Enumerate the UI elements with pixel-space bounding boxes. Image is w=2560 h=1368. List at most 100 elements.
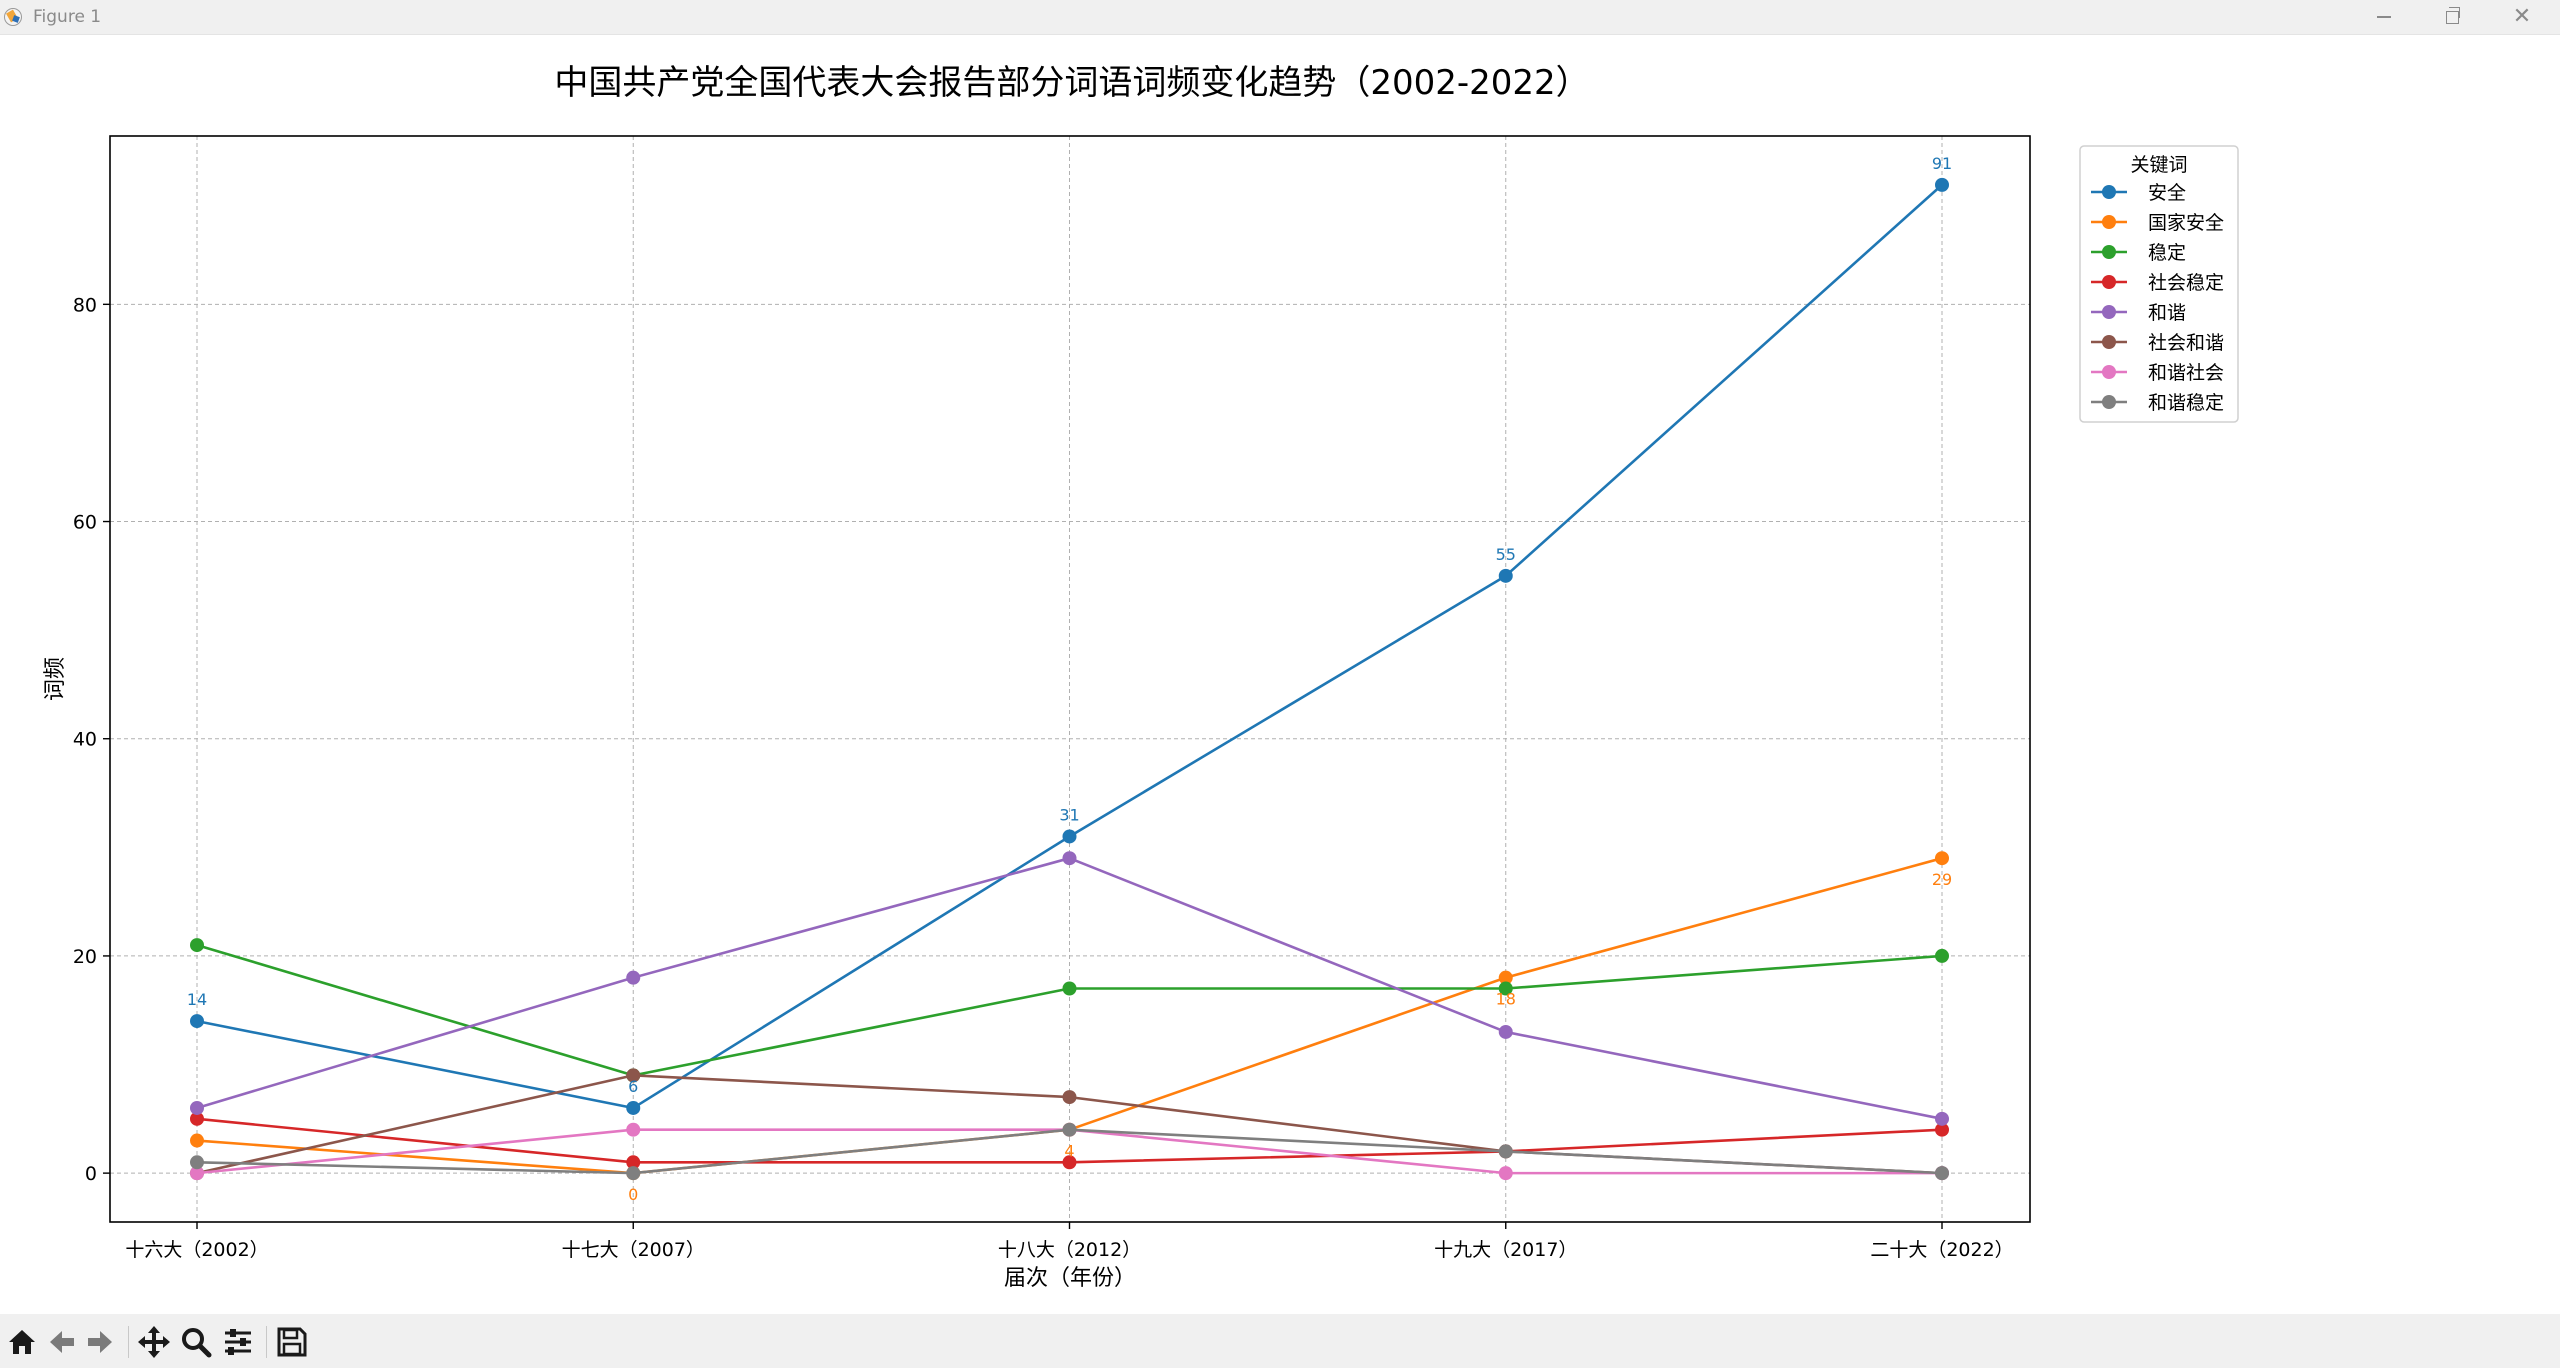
close-icon: ✕ [2512, 4, 2532, 29]
data-point [190, 1133, 204, 1148]
data-point [1498, 981, 1513, 996]
x-axis-label: 届次（年份） [1004, 1266, 1136, 1291]
y-axis-label: 词频 [43, 657, 68, 701]
close-button[interactable]: ✕ [2490, 0, 2554, 34]
legend-label: 和谐稳定 [2148, 392, 2224, 414]
maximize-button[interactable] [2420, 0, 2484, 34]
y-tick-label: 60 [73, 512, 97, 534]
chart-title: 中国共产党全国代表大会报告部分词语词频变化趋势（2002-2022） [554, 63, 1589, 103]
legend-entry: 安全 [2091, 182, 2186, 204]
data-point [1935, 851, 1949, 866]
line-chart: 中国共产党全国代表大会报告部分词语词频变化趋势（2002-2022） 14 6 31… [43, 63, 2239, 1291]
data-point [1935, 1111, 1949, 1126]
data-point [190, 1014, 204, 1029]
data-label: 29 [1932, 870, 1952, 889]
back-button[interactable] [44, 1324, 80, 1360]
data-label: 4 [1064, 1142, 1074, 1161]
data-label: 31 [1059, 805, 1079, 824]
legend-title: 关键词 [2130, 154, 2187, 176]
navigation-toolbar [0, 1314, 2560, 1368]
window-titlebar: Figure 1 ✕ [0, 0, 2560, 35]
zoom-button[interactable] [178, 1324, 214, 1360]
legend-entry: 和谐 [2091, 302, 2186, 324]
legend-entry: 社会稳定 [2091, 272, 2224, 294]
data-label: 55 [1496, 545, 1516, 564]
data-point [626, 1155, 641, 1170]
home-button[interactable] [4, 1324, 40, 1360]
legend-label: 和谐 [2148, 302, 2186, 324]
data-label: 18 [1496, 990, 1516, 1009]
x-axis: 十六大（2002） 十七大（2007） 十八大（2012） 十九大（2017） 二十大（… [125, 1222, 2014, 1261]
floppy-disk-icon [277, 1327, 307, 1357]
data-point [1062, 1122, 1077, 1137]
legend-label: 稳定 [2148, 242, 2186, 264]
data-point [1062, 981, 1077, 996]
sliders-icon [225, 1329, 251, 1355]
minimize-icon [2377, 16, 2391, 18]
x-tick-label: 二十大（2022） [1870, 1239, 2013, 1261]
legend-entry: 国家安全 [2091, 212, 2224, 234]
legend-swatch-marker [2102, 395, 2116, 409]
legend-entry: 和谐社会 [2091, 362, 2224, 384]
legend-entry: 社会和谐 [2091, 332, 2224, 354]
legend-swatch-marker [2102, 215, 2116, 229]
y-tick-label: 0 [85, 1163, 97, 1185]
y-axis: 0 20 40 60 80 [73, 294, 110, 1185]
matplotlib-icon [4, 8, 22, 26]
home-icon [9, 1330, 35, 1354]
legend-entry: 和谐稳定 [2091, 392, 2224, 414]
data-point [626, 1100, 641, 1115]
legend-label: 国家安全 [2148, 212, 2224, 234]
data-point [1062, 829, 1077, 844]
data-label: 14 [187, 990, 207, 1009]
x-tick-label: 十六大（2002） [125, 1239, 268, 1261]
toolbar-separator [266, 1326, 267, 1358]
arrow-left-icon [50, 1331, 74, 1353]
data-labels: 14 6 31 55 91 0 4 18 29 [187, 154, 1952, 1204]
pan-button[interactable] [136, 1324, 172, 1360]
data-point [1062, 851, 1077, 866]
data-point [1062, 1155, 1077, 1170]
data-point [1935, 948, 1949, 963]
legend-swatch-marker [2102, 305, 2116, 319]
data-point [190, 1111, 204, 1126]
legend-entry: 稳定 [2091, 242, 2186, 264]
x-tick-label: 十七大（2007） [562, 1239, 705, 1261]
legend-label: 和谐社会 [2148, 362, 2224, 384]
data-point [1935, 1166, 1949, 1181]
legend-label: 社会和谐 [2148, 332, 2224, 354]
data-point [626, 970, 641, 985]
restore-icon [2445, 6, 2460, 24]
data-point [1498, 970, 1513, 985]
series-和谐 [190, 851, 1949, 1126]
legend-label: 安全 [2148, 182, 2186, 204]
toolbar-separator [128, 1326, 129, 1358]
data-point [190, 1100, 204, 1115]
data-label: 0 [628, 1185, 638, 1204]
data-point [1062, 1090, 1077, 1105]
series-和谐稳定 [190, 1122, 1949, 1181]
configure-subplots-button[interactable] [220, 1324, 256, 1360]
window-title: Figure 1 [33, 7, 102, 27]
forward-button[interactable] [82, 1324, 118, 1360]
data-label: 6 [628, 1077, 638, 1096]
legend-swatch-marker [2102, 275, 2116, 289]
data-point [1935, 1122, 1949, 1137]
data-point [190, 1155, 204, 1170]
data-point [626, 1068, 641, 1083]
data-point [1498, 1024, 1513, 1039]
data-point [190, 1166, 204, 1181]
minimize-button[interactable] [2352, 0, 2416, 34]
grid-lines [110, 136, 2030, 1222]
y-tick-label: 20 [73, 946, 97, 968]
legend-swatch-marker [2102, 365, 2116, 379]
data-point [1498, 1144, 1513, 1159]
legend-swatch-marker [2102, 185, 2116, 199]
data-point [626, 1122, 641, 1137]
x-tick-label: 十八大（2012） [998, 1239, 1141, 1261]
magnifier-icon [182, 1328, 212, 1358]
data-label: 91 [1932, 154, 1952, 173]
save-button[interactable] [274, 1324, 310, 1360]
series-layer [190, 177, 1949, 1181]
